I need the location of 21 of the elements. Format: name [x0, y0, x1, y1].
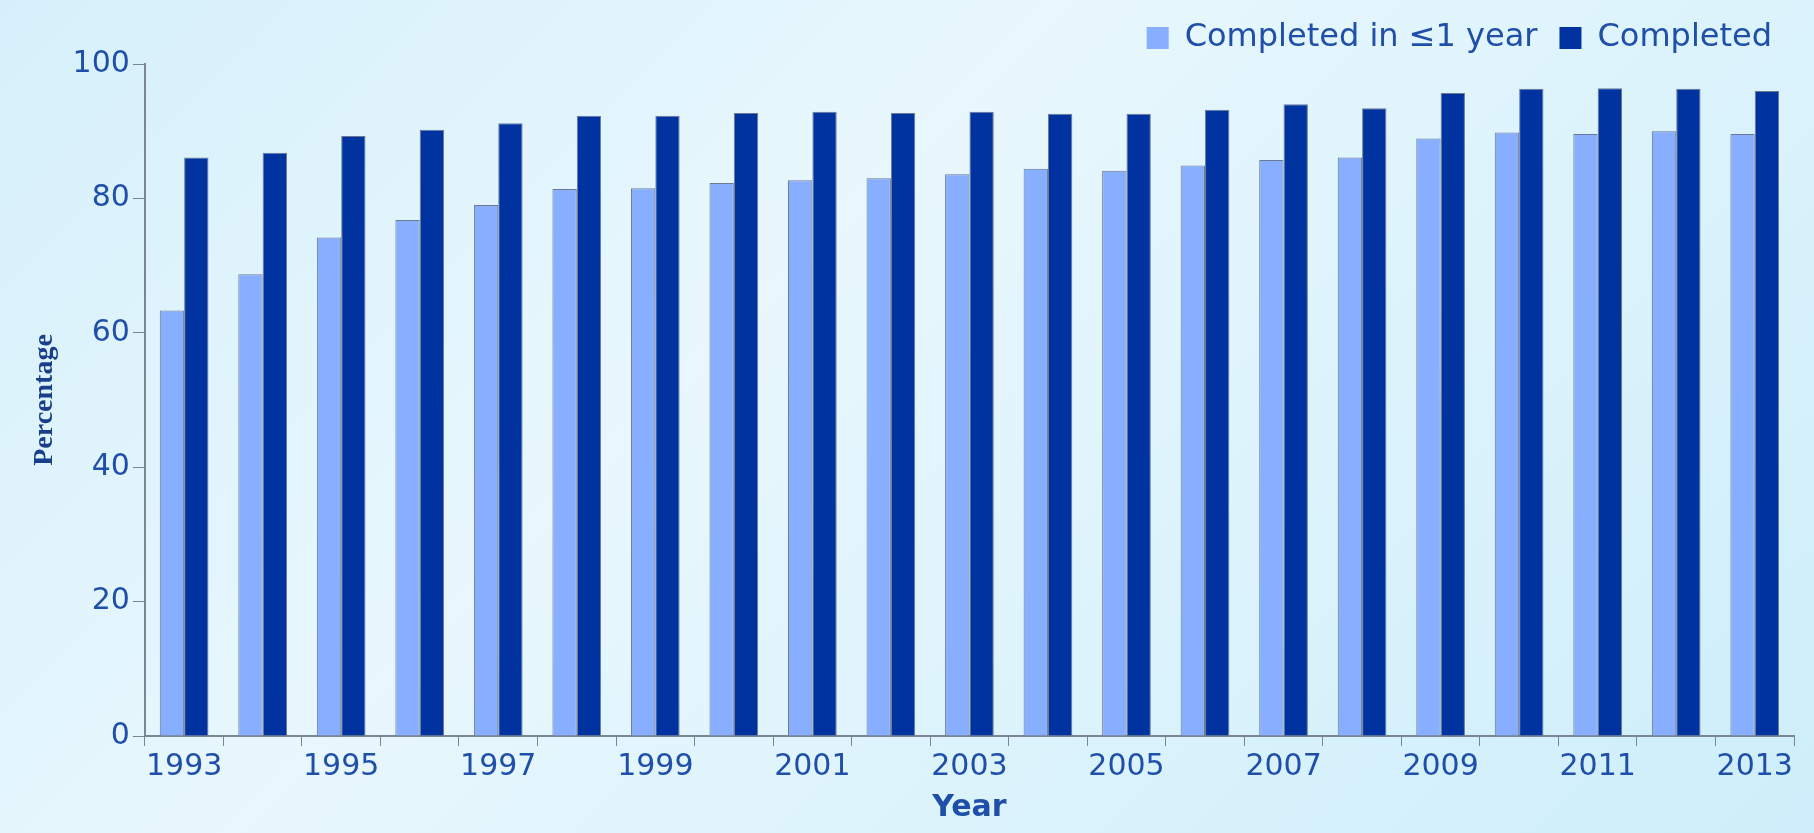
x-tick-label: 2009 [1402, 746, 1479, 782]
legend-label: Completed [1597, 16, 1772, 55]
y-tick-label: 80 [91, 178, 130, 214]
y-axis-title: Percentage [27, 334, 59, 466]
x-tick-label: 1999 [617, 746, 694, 782]
y-tick-label: 0 [110, 715, 130, 751]
legend-label: Completed in ≤1 year [1184, 16, 1539, 55]
x-tick-label: 1995 [303, 746, 380, 782]
x-tick-label: 1997 [460, 746, 537, 782]
x-tick-label: 2001 [774, 746, 851, 782]
x-tick-label: 2003 [931, 746, 1008, 782]
x-tick-label: 2007 [1245, 746, 1322, 782]
y-tick-label: 60 [91, 312, 130, 348]
x-tick-label: 2013 [1716, 746, 1793, 782]
x-axis-title: Year [931, 787, 1007, 823]
y-tick-label: 100 [72, 43, 130, 79]
x-tick-label: 2005 [1088, 746, 1165, 782]
x-tick-label: 1993 [145, 746, 223, 782]
x-tick-label: 2011 [1559, 746, 1636, 782]
y-tick-label: 40 [91, 447, 130, 482]
y-tick-label: 20 [91, 581, 130, 617]
